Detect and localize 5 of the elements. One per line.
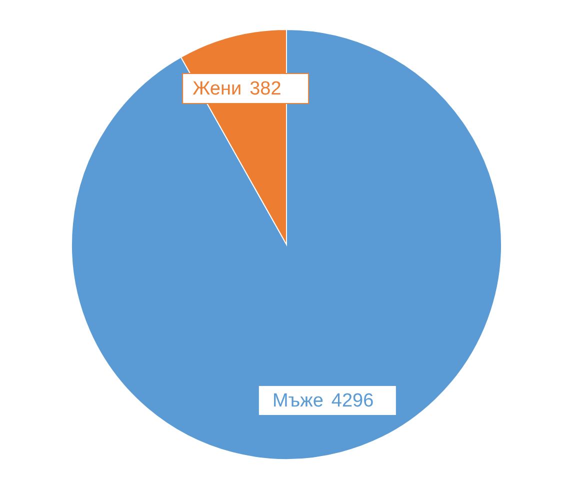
data-label: 382 <box>250 78 282 100</box>
slice-label: Мъже <box>272 390 324 412</box>
data-label: 4296 <box>331 390 374 412</box>
pie-slice <box>71 29 502 460</box>
slice-label: Жени <box>192 78 242 100</box>
